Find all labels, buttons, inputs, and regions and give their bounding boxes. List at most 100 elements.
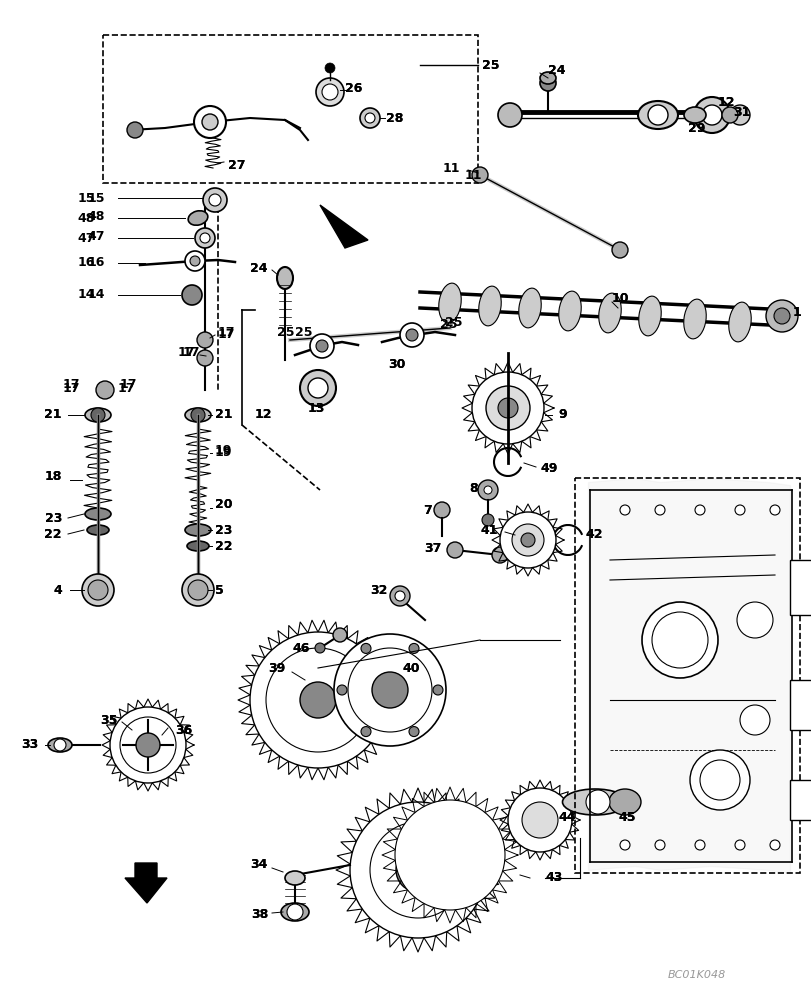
- Ellipse shape: [638, 296, 660, 336]
- Text: BC01K048: BC01K048: [667, 970, 725, 980]
- Text: 10: 10: [611, 292, 629, 304]
- Circle shape: [310, 334, 333, 358]
- Ellipse shape: [518, 288, 541, 328]
- Circle shape: [734, 505, 744, 515]
- Text: 25: 25: [482, 59, 499, 72]
- Circle shape: [91, 408, 105, 422]
- Circle shape: [769, 840, 779, 850]
- Circle shape: [694, 505, 704, 515]
- Ellipse shape: [539, 72, 556, 84]
- Text: 23: 23: [215, 524, 232, 536]
- Text: 24: 24: [547, 64, 564, 77]
- Circle shape: [620, 505, 629, 515]
- Circle shape: [82, 574, 114, 606]
- Text: 45: 45: [617, 811, 635, 824]
- Text: 32: 32: [370, 584, 388, 596]
- Text: 47: 47: [88, 230, 105, 242]
- Circle shape: [694, 840, 704, 850]
- Circle shape: [478, 480, 497, 500]
- Ellipse shape: [683, 299, 706, 339]
- Text: 26: 26: [345, 82, 362, 95]
- Text: 38: 38: [251, 908, 268, 921]
- Text: 36: 36: [175, 724, 192, 736]
- Text: 48: 48: [88, 210, 105, 223]
- Circle shape: [120, 717, 176, 773]
- Text: 25: 25: [277, 326, 294, 338]
- Circle shape: [299, 370, 336, 406]
- Text: 7: 7: [423, 504, 431, 516]
- Circle shape: [651, 612, 707, 668]
- Text: 18: 18: [45, 471, 62, 484]
- Text: 12: 12: [717, 96, 735, 109]
- Text: 32: 32: [370, 584, 388, 596]
- Text: 12: 12: [255, 408, 272, 422]
- Circle shape: [203, 188, 227, 212]
- Text: 19: 19: [215, 444, 232, 456]
- Text: 49: 49: [539, 462, 556, 475]
- Circle shape: [471, 372, 543, 444]
- Circle shape: [191, 408, 204, 422]
- Circle shape: [182, 574, 214, 606]
- Text: 24: 24: [250, 261, 268, 274]
- Circle shape: [446, 542, 462, 558]
- Circle shape: [486, 386, 530, 430]
- Circle shape: [521, 533, 534, 547]
- Circle shape: [508, 788, 571, 852]
- Text: 45: 45: [617, 811, 635, 824]
- Text: 8: 8: [469, 482, 478, 494]
- Text: 17: 17: [217, 328, 235, 342]
- Text: 14: 14: [88, 288, 105, 300]
- Ellipse shape: [683, 107, 705, 123]
- Text: 21: 21: [215, 408, 232, 422]
- Text: 35: 35: [101, 714, 118, 726]
- Text: 17: 17: [62, 378, 80, 391]
- Ellipse shape: [562, 789, 627, 815]
- Circle shape: [642, 602, 717, 678]
- Text: 11: 11: [464, 169, 482, 182]
- Circle shape: [195, 228, 215, 248]
- Polygon shape: [125, 863, 167, 903]
- Text: 22: 22: [45, 528, 62, 542]
- Text: 29: 29: [687, 122, 705, 135]
- Circle shape: [286, 904, 303, 920]
- Bar: [574, 478, 799, 873]
- Ellipse shape: [727, 302, 750, 342]
- Circle shape: [654, 505, 664, 515]
- Circle shape: [185, 251, 204, 271]
- Circle shape: [497, 398, 517, 418]
- Circle shape: [739, 705, 769, 735]
- Circle shape: [693, 97, 729, 133]
- Circle shape: [432, 685, 443, 695]
- Text: 23: 23: [215, 524, 232, 536]
- Circle shape: [350, 802, 486, 938]
- Text: 33: 33: [21, 738, 38, 752]
- Text: 17: 17: [62, 381, 80, 394]
- Ellipse shape: [637, 101, 677, 129]
- Text: 4: 4: [54, 584, 62, 596]
- Text: 5: 5: [215, 584, 224, 596]
- Circle shape: [406, 329, 418, 341]
- Ellipse shape: [185, 408, 211, 422]
- Text: 17: 17: [178, 346, 195, 359]
- Text: 17: 17: [118, 381, 135, 394]
- Text: 39: 39: [268, 662, 285, 674]
- Circle shape: [371, 672, 407, 708]
- Ellipse shape: [188, 211, 208, 225]
- Text: 20: 20: [215, 498, 232, 512]
- Text: 48: 48: [78, 212, 95, 225]
- Text: 19: 19: [215, 446, 232, 460]
- Circle shape: [333, 634, 445, 746]
- Text: 12: 12: [255, 408, 272, 422]
- Circle shape: [188, 580, 208, 600]
- Text: 28: 28: [385, 112, 403, 125]
- Text: 5: 5: [215, 584, 224, 596]
- Circle shape: [307, 378, 328, 398]
- Text: 31: 31: [732, 106, 749, 119]
- Ellipse shape: [608, 789, 640, 815]
- Text: 33: 33: [21, 738, 38, 752]
- Text: 41: 41: [480, 524, 497, 536]
- Circle shape: [689, 750, 749, 810]
- Circle shape: [200, 233, 210, 243]
- Text: 7: 7: [423, 504, 431, 516]
- Text: 38: 38: [251, 908, 268, 921]
